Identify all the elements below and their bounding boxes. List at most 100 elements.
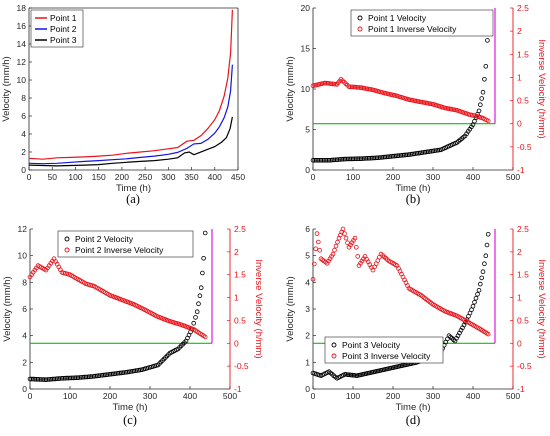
data-point bbox=[483, 253, 489, 259]
data-point bbox=[93, 373, 98, 379]
data-point bbox=[373, 155, 378, 161]
data-point bbox=[324, 80, 329, 86]
y-right-tick-label: 1 bbox=[234, 293, 239, 303]
data-point bbox=[94, 373, 100, 379]
y-tick-label: 2 bbox=[21, 147, 26, 157]
x-tick-label: 100 bbox=[346, 391, 360, 401]
data-point bbox=[333, 157, 338, 163]
data-point bbox=[366, 156, 372, 161]
data-point bbox=[202, 334, 208, 340]
data-point bbox=[351, 84, 356, 90]
y-axis-label: Velocity (mm/h) bbox=[285, 276, 296, 341]
data-point bbox=[385, 154, 391, 160]
data-point bbox=[414, 151, 420, 156]
data-point bbox=[479, 275, 485, 281]
data-point bbox=[53, 376, 58, 382]
y-right-tick-label: -1 bbox=[517, 165, 525, 175]
data-point bbox=[30, 376, 36, 382]
data-point bbox=[425, 149, 431, 155]
legend-swatch bbox=[64, 247, 70, 253]
data-point bbox=[115, 370, 121, 376]
data-point bbox=[198, 285, 204, 291]
legend-swatch bbox=[357, 15, 363, 21]
legend-label: Point 1 Velocity bbox=[368, 13, 427, 23]
x-tick-label: 300 bbox=[426, 391, 440, 401]
y-right-tick-label: 2 bbox=[517, 247, 522, 257]
x-axis-label: Time (h) bbox=[116, 183, 151, 194]
data-point bbox=[101, 372, 106, 378]
data-point bbox=[352, 235, 358, 241]
data-point bbox=[78, 375, 84, 380]
y-right-tick-label: 2 bbox=[517, 26, 522, 36]
legend-label: Point 2 Inverse Velocity bbox=[75, 245, 164, 255]
data-point bbox=[341, 156, 346, 162]
data-point bbox=[485, 38, 490, 43]
data-point bbox=[88, 374, 94, 379]
y-tick-label: 0 bbox=[22, 384, 27, 394]
data-point bbox=[66, 375, 71, 381]
data-point bbox=[83, 374, 89, 380]
data-point bbox=[311, 261, 317, 267]
series-1 bbox=[27, 230, 208, 383]
legend-label: Point 2 bbox=[50, 24, 77, 34]
data-point bbox=[45, 377, 50, 382]
data-point bbox=[329, 157, 335, 163]
chart-panel-1: 0 50 100 150 200 250 300 350 400 450 0 2 4 6 8 10 12 14 16… bbox=[1, 3, 245, 206]
y-right-tick-label: -1 bbox=[517, 384, 525, 394]
data-point bbox=[480, 89, 486, 95]
data-point bbox=[317, 248, 323, 253]
data-point bbox=[310, 158, 316, 163]
x-tick-label: 0 bbox=[311, 391, 316, 401]
data-point bbox=[384, 154, 389, 160]
data-point bbox=[323, 158, 329, 163]
y-right-tick-label: -0.5 bbox=[517, 142, 532, 152]
data-point bbox=[429, 148, 434, 154]
x-tick-label: 300 bbox=[426, 172, 440, 182]
legend-label: Point 3 bbox=[50, 35, 77, 45]
data-point bbox=[321, 158, 327, 163]
data-point bbox=[470, 303, 476, 309]
x-tick-label: 500 bbox=[506, 391, 520, 401]
panel-label: (c) bbox=[123, 413, 137, 427]
data-point bbox=[191, 320, 197, 326]
data-point bbox=[485, 118, 491, 124]
data-point bbox=[357, 156, 362, 162]
y-axis-label: Velocity (mm/h) bbox=[1, 56, 12, 121]
data-point bbox=[326, 158, 332, 163]
legend-swatch bbox=[331, 353, 337, 359]
data-point bbox=[123, 369, 129, 375]
data-point bbox=[363, 156, 369, 161]
data-point bbox=[390, 153, 396, 159]
data-point bbox=[102, 372, 108, 378]
y-tick-label: 0 bbox=[305, 384, 310, 394]
y-tick-label: 4 bbox=[22, 331, 27, 341]
data-point bbox=[196, 301, 201, 307]
data-point bbox=[340, 226, 346, 232]
x-axis-label: Time (h) bbox=[395, 183, 430, 194]
y-tick-label: 3 bbox=[305, 304, 310, 314]
data-point bbox=[382, 154, 388, 160]
y-right-tick-label: 1.5 bbox=[234, 270, 246, 280]
legend-label: Point 3 Inverse Velocity bbox=[342, 351, 431, 361]
data-point bbox=[374, 155, 380, 161]
series-2 bbox=[310, 77, 491, 124]
data-point bbox=[32, 376, 38, 382]
data-point bbox=[128, 369, 134, 374]
data-point bbox=[50, 376, 55, 382]
x-tick-label: 100 bbox=[63, 391, 77, 401]
data-point bbox=[325, 158, 330, 163]
x-tick-label: 300 bbox=[161, 172, 175, 182]
chart-panel-3: 0 100 200 300 400 500 0 2 4 6 8 10 12 -1 -0.5 0 0.5 1 1.5 2… bbox=[2, 224, 264, 427]
data-point bbox=[106, 372, 111, 377]
data-point bbox=[350, 372, 355, 378]
data-point bbox=[354, 85, 359, 90]
y-axis-right-label: Inverse Velocity (h/mm) bbox=[536, 39, 547, 138]
data-point bbox=[117, 370, 122, 376]
y-right-tick-label: 1 bbox=[517, 293, 522, 303]
data-point bbox=[35, 376, 41, 382]
y-axis-label: Velocity (mm/h) bbox=[2, 276, 13, 341]
x-tick-label: 500 bbox=[223, 391, 237, 401]
y-tick-label: 12 bbox=[17, 57, 27, 67]
data-point bbox=[480, 269, 486, 275]
